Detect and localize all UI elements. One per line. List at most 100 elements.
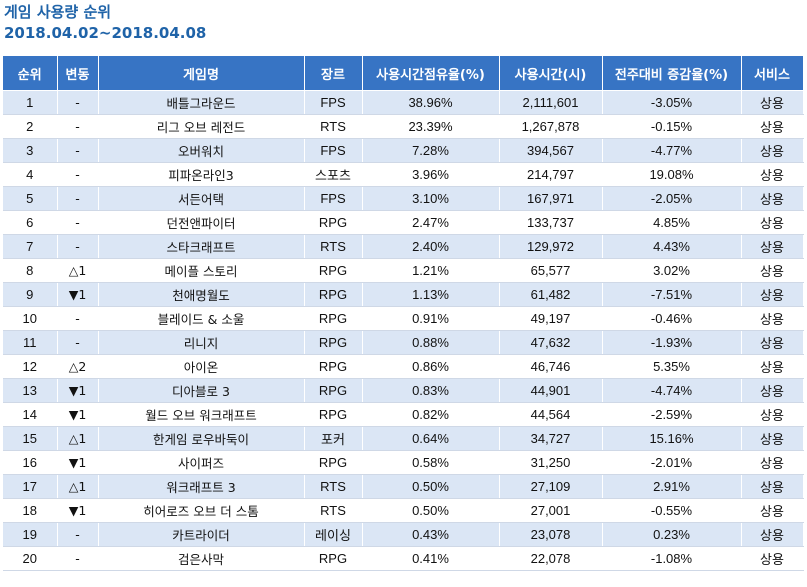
cell-change: ▼1 [57, 378, 99, 403]
cell-service: 상용 [741, 498, 804, 523]
cell-service: 상용 [741, 90, 804, 115]
cell-rank: 2 [3, 114, 58, 139]
cell-change: △1 [57, 258, 99, 283]
cell-wow-change: -4.77% [602, 138, 742, 163]
cell-change: △2 [57, 354, 99, 379]
table-row: 5- 서든어택 FPS 3.10% 167,971 -2.05% 상용 [3, 186, 804, 211]
cell-hours: 2,111,601 [499, 90, 603, 115]
cell-rank: 1 [3, 90, 58, 115]
table-header-row: 순위 변동 게임명 장르 사용시간점유율(%) 사용시간(시) 전주대비 증감율… [3, 56, 804, 91]
header-rank: 순위 [3, 56, 58, 91]
cell-hours: 129,972 [499, 234, 603, 259]
cell-share: 0.91% [362, 306, 500, 331]
cell-hours: 44,564 [499, 402, 603, 427]
cell-service: 상용 [741, 306, 804, 331]
table-row: 12 △2 아이온 RPG 0.86% 46,746 5.35% 상용 [3, 354, 804, 379]
cell-change: - [57, 162, 99, 187]
cell-rank: 10 [3, 306, 58, 331]
cell-service: 상용 [741, 210, 804, 235]
cell-genre: 레이싱 [304, 522, 363, 547]
cell-service: 상용 [741, 522, 804, 547]
cell-share: 0.41% [362, 546, 500, 571]
cell-share: 0.58% [362, 450, 500, 475]
cell-hours: 1,267,878 [499, 114, 603, 139]
cell-rank: 20 [3, 546, 58, 571]
cell-wow-change: 15.16% [602, 426, 742, 451]
cell-change: ▼1 [57, 402, 99, 427]
table-row: 3- 오버워치 FPS 7.28% 394,567 -4.77% 상용 [3, 138, 804, 163]
cell-rank: 19 [3, 522, 58, 547]
cell-hours: 31,250 [499, 450, 603, 475]
cell-game-name: 서든어택 [98, 186, 305, 211]
cell-genre: 스포츠 [304, 162, 363, 187]
cell-hours: 65,577 [499, 258, 603, 283]
cell-rank: 4 [3, 162, 58, 187]
cell-service: 상용 [741, 234, 804, 259]
cell-game-name: 던전앤파이터 [98, 210, 305, 235]
cell-genre: RPG [304, 330, 363, 355]
cell-hours: 22,078 [499, 546, 603, 571]
cell-genre: FPS [304, 90, 363, 115]
cell-hours: 394,567 [499, 138, 603, 163]
cell-genre: RTS [304, 474, 363, 499]
cell-rank: 9 [3, 282, 58, 307]
cell-service: 상용 [741, 354, 804, 379]
table-row: 4- 피파온라인3 스포츠 3.96% 214,797 19.08% 상용 [3, 162, 804, 187]
cell-rank: 15 [3, 426, 58, 451]
table-row: 14 ▼1 월드 오브 워크래프트 RPG 0.82% 44,564 -2.59% 상용 [3, 402, 804, 427]
header-wow-change: 전주대비 증감율(%) [602, 56, 742, 91]
table-row: 13 ▼1 디아블로 3 RPG 0.83% 44,901 -4.74% 상용 [3, 378, 804, 403]
header-change: 변동 [57, 56, 99, 91]
table-row: 20- 검은사막 RPG 0.41% 22,078 -1.08% 상용 [3, 546, 804, 571]
cell-share: 0.64% [362, 426, 500, 451]
cell-genre: RPG [304, 378, 363, 403]
cell-wow-change: -1.93% [602, 330, 742, 355]
cell-wow-change: 4.85% [602, 210, 742, 235]
cell-service: 상용 [741, 402, 804, 427]
cell-hours: 27,001 [499, 498, 603, 523]
cell-game-name: 카트라이더 [98, 522, 305, 547]
cell-rank: 3 [3, 138, 58, 163]
cell-change: ▼1 [57, 282, 99, 307]
cell-game-name: 한게임 로우바둑이 [98, 426, 305, 451]
header-genre: 장르 [304, 56, 363, 91]
cell-genre: RPG [304, 402, 363, 427]
cell-rank: 12 [3, 354, 58, 379]
cell-change: - [57, 114, 99, 139]
cell-wow-change: -2.59% [602, 402, 742, 427]
cell-share: 2.47% [362, 210, 500, 235]
cell-change: - [57, 330, 99, 355]
cell-genre: RTS [304, 498, 363, 523]
cell-game-name: 천애명월도 [98, 282, 305, 307]
cell-rank: 18 [3, 498, 58, 523]
cell-wow-change: -2.05% [602, 186, 742, 211]
table-row: 9 ▼1 천애명월도 RPG 1.13% 61,482 -7.51% 상용 [3, 282, 804, 307]
cell-share: 0.88% [362, 330, 500, 355]
header-service: 서비스 [741, 56, 804, 91]
cell-service: 상용 [741, 330, 804, 355]
cell-genre: FPS [304, 138, 363, 163]
cell-wow-change: 5.35% [602, 354, 742, 379]
cell-wow-change: -0.15% [602, 114, 742, 139]
cell-wow-change: -0.46% [602, 306, 742, 331]
cell-genre: RPG [304, 354, 363, 379]
cell-share: 38.96% [362, 90, 500, 115]
cell-hours: 133,737 [499, 210, 603, 235]
cell-wow-change: 4.43% [602, 234, 742, 259]
cell-share: 2.40% [362, 234, 500, 259]
cell-rank: 11 [3, 330, 58, 355]
cell-change: - [57, 234, 99, 259]
header-game-name: 게임명 [98, 56, 305, 91]
cell-share: 0.50% [362, 498, 500, 523]
cell-game-name: 배틀그라운드 [98, 90, 305, 115]
table-row: 10- 블레이드 & 소울 RPG 0.91% 49,197 -0.46% 상용 [3, 306, 804, 331]
cell-hours: 23,078 [499, 522, 603, 547]
cell-share: 1.21% [362, 258, 500, 283]
cell-rank: 14 [3, 402, 58, 427]
cell-game-name: 검은사막 [98, 546, 305, 571]
period-text: 2018.04.02~2018.04.08 [4, 24, 207, 42]
cell-rank: 6 [3, 210, 58, 235]
table-row: 17 △1 워크래프트 3 RTS 0.50% 27,109 2.91% 상용 [3, 474, 804, 499]
cell-wow-change: -1.08% [602, 546, 742, 571]
cell-game-name: 메이플 스토리 [98, 258, 305, 283]
